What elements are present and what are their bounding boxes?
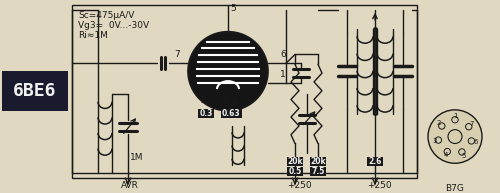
- Circle shape: [188, 32, 268, 111]
- Text: 0.5: 0.5: [288, 167, 302, 176]
- Text: B7G: B7G: [446, 184, 464, 193]
- Bar: [198, 109, 214, 118]
- Text: 3: 3: [222, 99, 228, 108]
- Circle shape: [458, 149, 465, 155]
- Circle shape: [468, 138, 474, 144]
- Circle shape: [438, 123, 445, 129]
- Bar: [220, 109, 242, 118]
- Bar: [310, 157, 326, 166]
- Circle shape: [435, 137, 442, 143]
- Text: +250: +250: [287, 181, 312, 190]
- Text: 20k: 20k: [287, 157, 303, 166]
- Text: AVR: AVR: [121, 181, 139, 190]
- Text: 20k: 20k: [310, 157, 326, 166]
- Circle shape: [444, 148, 450, 155]
- Text: 3: 3: [432, 138, 436, 144]
- Text: 6: 6: [280, 50, 286, 59]
- Text: 5: 5: [230, 4, 236, 13]
- Circle shape: [448, 130, 462, 144]
- Text: Ri≈1M: Ri≈1M: [78, 31, 108, 40]
- Text: 4: 4: [444, 152, 448, 158]
- Text: 4: 4: [232, 99, 237, 108]
- Text: 2.6: 2.6: [368, 157, 382, 166]
- Text: 6BE6: 6BE6: [13, 82, 57, 100]
- Text: 1: 1: [280, 70, 286, 79]
- Text: 1M: 1M: [130, 153, 143, 162]
- Text: 2: 2: [200, 96, 205, 105]
- Bar: [72, 5, 417, 178]
- Text: 5: 5: [462, 152, 466, 159]
- Text: 0.63: 0.63: [222, 109, 240, 118]
- Text: 0.3: 0.3: [200, 109, 212, 118]
- Text: 1: 1: [453, 113, 457, 119]
- Bar: [310, 167, 326, 176]
- Bar: [287, 157, 303, 166]
- Text: Vg3=  0V...-30V: Vg3= 0V...-30V: [78, 21, 149, 30]
- Bar: [367, 157, 384, 166]
- Text: +250: +250: [367, 181, 392, 190]
- Bar: [2, 71, 68, 111]
- Text: Sc=475μA/V: Sc=475μA/V: [78, 11, 134, 20]
- Text: 6: 6: [473, 139, 478, 145]
- Text: 7.5: 7.5: [312, 167, 324, 176]
- Circle shape: [452, 117, 458, 123]
- Text: 7: 7: [174, 50, 180, 59]
- Bar: [287, 167, 303, 176]
- Circle shape: [428, 110, 482, 163]
- Text: 7: 7: [470, 121, 474, 127]
- Text: 2: 2: [436, 120, 441, 126]
- Circle shape: [466, 124, 472, 130]
